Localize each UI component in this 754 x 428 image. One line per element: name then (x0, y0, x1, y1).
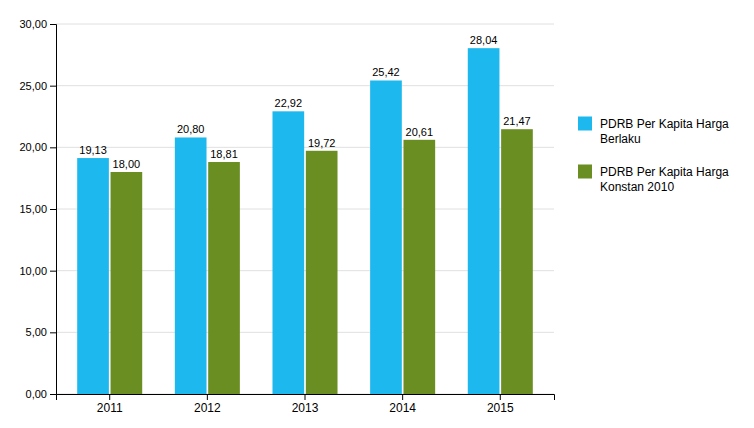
data-label: 18,00 (113, 158, 141, 170)
tick-label: 2014 (389, 401, 416, 415)
y-axis: 0,00 5,00 10,00 15,00 20,00 25,00 30,00 (19, 18, 56, 400)
data-label: 28,04 (470, 34, 498, 46)
tick: 15,00 (19, 203, 56, 215)
bar (370, 80, 402, 394)
tick: 5,00 (26, 326, 56, 338)
tick-label: 2015 (487, 401, 514, 415)
bar (468, 48, 500, 394)
tick: 2012 (194, 394, 221, 415)
bars (77, 48, 533, 394)
tick-mark (50, 394, 56, 395)
tick: 25,00 (19, 80, 56, 92)
bar (111, 172, 143, 394)
legend-label: PDRB Per Kapita HargaBerlaku (600, 117, 729, 146)
tick-label: 5,00 (26, 326, 47, 338)
axis-line (57, 395, 555, 401)
chart: 0,005,0010,0015,0020,0025,0030,002011201… (0, 0, 754, 428)
tick-mark (50, 209, 56, 210)
legend: PDRB Per Kapita HargaBerlaku PDRB Per Kap… (578, 117, 729, 194)
tick-mark (50, 271, 56, 272)
data-label: 19,72 (308, 137, 336, 149)
bar-series (77, 48, 499, 394)
tick-label: 2013 (292, 401, 319, 415)
legend-item: PDRB Per Kapita HargaBerlaku (578, 117, 729, 146)
tick-label: 0,00 (26, 388, 47, 400)
tick-mark (402, 394, 403, 400)
data-label: 22,92 (275, 97, 303, 109)
legend-item: PDRB Per Kapita HargaKonstan 2010 (578, 165, 729, 194)
data-label: 20,61 (406, 126, 434, 138)
tick-label: 25,00 (19, 80, 47, 92)
bar (501, 129, 533, 394)
tick-label: 15,00 (19, 203, 47, 215)
plot: 0,005,0010,0015,0020,0025,0030,002011201… (19, 18, 554, 415)
tick-mark (50, 147, 56, 148)
tick: 2014 (389, 394, 416, 415)
tick-label: 2012 (194, 401, 221, 415)
data-labels: 19,13 20,80 22,92 25,42 28,04 18,00 18,81 19,72… (79, 34, 530, 170)
tick: 2013 (292, 394, 319, 415)
bar (208, 162, 240, 394)
legend-label: PDRB Per Kapita HargaKonstan 2010 (600, 165, 729, 194)
grid (56, 24, 554, 394)
tick: 0,00 (26, 388, 56, 400)
tick: 10,00 (19, 265, 56, 277)
x-axis: 2011 2012 2013 2014 2015 (57, 394, 555, 415)
data-label: 21,47 (503, 115, 531, 127)
tick-mark (305, 394, 306, 400)
bar (306, 151, 338, 394)
tick-mark (50, 332, 56, 333)
bar (403, 140, 435, 394)
tick-mark (50, 86, 56, 87)
tick-label: 2011 (97, 401, 123, 415)
legend-swatch (578, 117, 592, 131)
tick-mark (50, 24, 56, 25)
tick-mark (500, 394, 501, 400)
tick: 2015 (487, 394, 514, 415)
bar (175, 137, 207, 394)
tick: 2011 (97, 394, 123, 415)
tick-mark (109, 394, 110, 400)
data-label: 18,81 (210, 148, 238, 160)
tick-label: 30,00 (19, 18, 47, 30)
bar (272, 111, 304, 394)
grid-line (56, 24, 554, 25)
tick-label: 20,00 (19, 141, 47, 153)
tick: 20,00 (19, 141, 56, 153)
data-label: 25,42 (372, 66, 400, 78)
tick: 30,00 (19, 18, 56, 30)
tick-label: 10,00 (19, 265, 47, 277)
data-label: 20,80 (177, 123, 205, 135)
bar-series (111, 129, 533, 394)
bar (77, 158, 109, 394)
data-label: 19,13 (79, 144, 107, 156)
legend-swatch (578, 165, 592, 179)
axis-line (50, 25, 57, 395)
tick-mark (207, 394, 208, 400)
